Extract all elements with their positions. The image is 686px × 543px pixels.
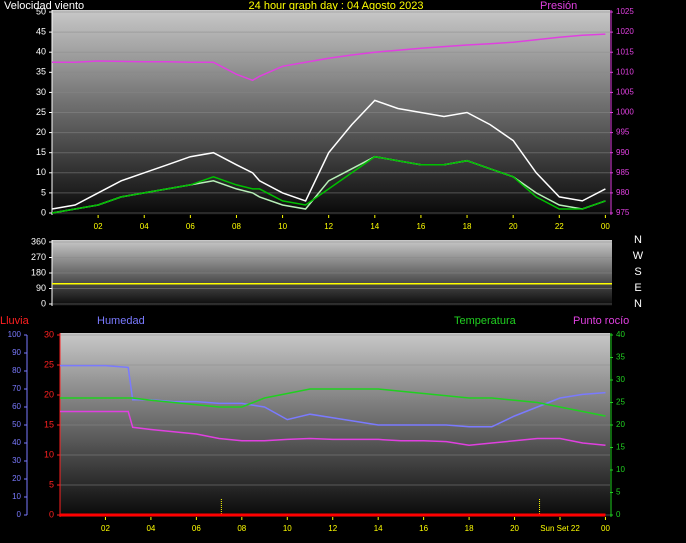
y-tick-label: 0 <box>41 207 46 217</box>
humidity-tick-label: 100 <box>8 330 22 339</box>
y2-tick-label: 35 <box>616 353 625 362</box>
y2-tick-label: 0 <box>616 510 621 519</box>
humidity-tick-label: 30 <box>12 456 21 465</box>
humidity-label: Humedad <box>97 315 145 327</box>
x-tick-label: 08 <box>237 524 246 533</box>
series-line <box>60 388 606 417</box>
y2-tick-label: 1020 <box>616 27 634 36</box>
y-tick-label: 40 <box>36 47 46 57</box>
y-tick-label: 360 <box>31 236 46 246</box>
y-tick-label: 180 <box>31 267 46 277</box>
x-tick-label: 10 <box>283 524 292 533</box>
x-tick-label: 06 <box>186 222 195 231</box>
y2-tick-label: 1010 <box>616 67 634 76</box>
y2-tick-label: 990 <box>616 148 630 157</box>
series-line <box>60 410 606 447</box>
humidity-tick-label: 50 <box>12 420 21 429</box>
x-tick-label: 02 <box>101 524 110 533</box>
y-tick-label: 10 <box>44 449 54 459</box>
x-tick-label: 18 <box>465 524 474 533</box>
y-tick-label: 270 <box>31 252 46 262</box>
x-tick-label: Sun Set 22 <box>540 524 580 533</box>
x-tick-label: 08 <box>232 222 241 231</box>
x-tick-label: 06 <box>192 524 201 533</box>
y2-tick-label: 1005 <box>616 88 634 97</box>
y2-tick-label: 995 <box>616 128 630 137</box>
x-tick-label: 20 <box>510 524 519 533</box>
humidity-tick-label: 10 <box>12 492 21 501</box>
x-tick-label: 20 <box>509 222 518 231</box>
y2-tick-label: 1015 <box>616 47 634 56</box>
x-tick-label: 00 <box>601 524 610 533</box>
series-line <box>60 364 606 428</box>
series-line <box>51 155 606 214</box>
y-tick-label: 35 <box>36 67 46 77</box>
y-tick-label: 10 <box>36 167 46 177</box>
y-tick-label: 20 <box>36 127 46 137</box>
humidity-tick-label: 70 <box>12 384 21 393</box>
y2-tick-label: 20 <box>616 420 625 429</box>
compass-label: S <box>634 266 641 278</box>
y-tick-label: 20 <box>44 389 54 399</box>
humidity-tick-label: 40 <box>12 438 21 447</box>
y2-tick-label: 1000 <box>616 108 634 117</box>
wind-label: Velocidad viento <box>4 0 84 12</box>
pressure-label: Presión <box>540 0 577 12</box>
y-tick-label: 0 <box>41 298 46 308</box>
y-tick-label: 50 <box>36 6 46 16</box>
y-tick-label: 5 <box>49 479 54 489</box>
y-tick-label: 25 <box>36 107 46 117</box>
x-tick-label: 14 <box>370 222 379 231</box>
x-tick-label: 16 <box>416 222 425 231</box>
x-tick-label: 02 <box>94 222 103 231</box>
y-tick-label: 0 <box>49 509 54 519</box>
x-tick-label: 22 <box>555 222 564 231</box>
y-tick-label: 15 <box>36 147 46 157</box>
y2-tick-label: 5 <box>616 488 621 497</box>
compass-label: N <box>634 234 642 246</box>
y2-tick-label: 25 <box>616 398 625 407</box>
y2-tick-label: 985 <box>616 168 630 177</box>
humidity-tick-label: 20 <box>12 474 21 483</box>
y2-tick-label: 975 <box>616 208 630 217</box>
y2-tick-label: 980 <box>616 188 630 197</box>
x-tick-label: 10 <box>278 222 287 231</box>
compass-label: N <box>634 298 642 310</box>
y2-tick-label: 15 <box>616 443 625 452</box>
compass-label: E <box>634 282 641 294</box>
y-tick-label: 5 <box>41 187 46 197</box>
x-tick-label: 04 <box>146 524 155 533</box>
y2-tick-label: 10 <box>616 465 625 474</box>
humidity-tick-label: 60 <box>12 402 21 411</box>
series-line <box>51 99 606 210</box>
y-tick-label: 45 <box>36 26 46 36</box>
y-tick-label: 15 <box>44 419 54 429</box>
y-tick-label: 30 <box>44 329 54 339</box>
y-tick-label: 90 <box>36 283 46 293</box>
x-tick-label: 18 <box>463 222 472 231</box>
x-tick-label: 12 <box>328 524 337 533</box>
y2-tick-label: 30 <box>616 375 625 384</box>
y-tick-label: 30 <box>36 87 46 97</box>
rain-label: Lluvia <box>0 315 30 327</box>
chart-title: 24 hour graph day : 04 Agosto 2023 <box>249 0 424 12</box>
x-tick-label: 04 <box>140 222 149 231</box>
y2-tick-label: 1025 <box>616 7 634 16</box>
series-line <box>52 33 606 82</box>
x-tick-label: 14 <box>374 524 383 533</box>
x-tick-label: 12 <box>324 222 333 231</box>
humidity-tick-label: 90 <box>12 348 21 357</box>
y2-tick-label: 40 <box>616 330 625 339</box>
humidity-tick-label: 80 <box>12 366 21 375</box>
x-tick-label: 00 <box>601 222 610 231</box>
y-tick-label: 25 <box>44 359 54 369</box>
humidity-tick-label: 0 <box>17 510 22 519</box>
x-tick-label: 16 <box>419 524 428 533</box>
compass-label: W <box>633 250 644 262</box>
dewpoint-label: Punto rocío <box>573 315 629 327</box>
temperature-label: Temperatura <box>454 315 517 327</box>
